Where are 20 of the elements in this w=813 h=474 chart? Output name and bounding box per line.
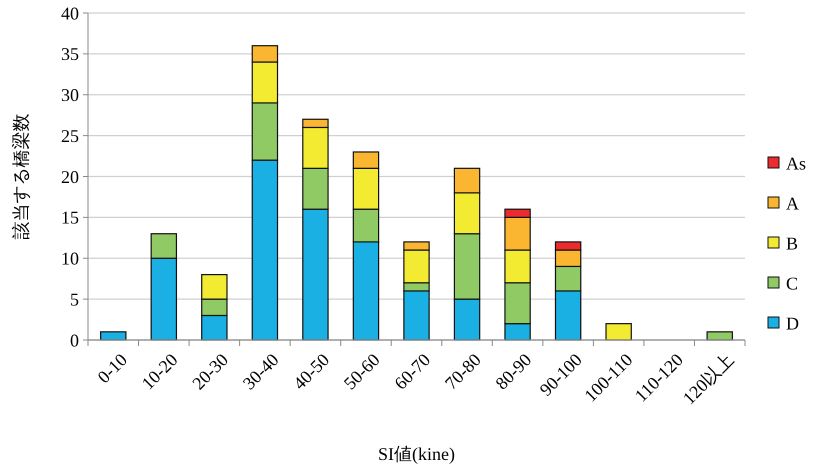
y-tick-label: 10 bbox=[61, 248, 79, 269]
y-tick-label: 40 bbox=[61, 3, 79, 24]
x-axis-title: SI値(kine) bbox=[378, 444, 455, 464]
y-tick-label: 30 bbox=[61, 85, 79, 106]
x-tick-label: 0-10 bbox=[94, 350, 132, 388]
bar bbox=[706, 331, 733, 341]
y-tick-label: 35 bbox=[61, 44, 79, 64]
legend-label: As bbox=[786, 153, 806, 174]
legend-label: D bbox=[786, 313, 799, 334]
legend-label: C bbox=[786, 273, 798, 294]
y-tick-label: 20 bbox=[61, 166, 79, 187]
y-tick-label: 15 bbox=[61, 208, 79, 228]
y-axis-title: 該当する橋梁数 bbox=[11, 114, 31, 240]
y-tick-label: 5 bbox=[70, 289, 79, 310]
y-tick-label: 25 bbox=[61, 126, 79, 146]
legend-label: A bbox=[786, 193, 799, 214]
legend-label: B bbox=[786, 233, 798, 254]
bar bbox=[100, 331, 127, 341]
bar bbox=[605, 323, 632, 341]
y-tick-label: 0 bbox=[70, 330, 79, 350]
